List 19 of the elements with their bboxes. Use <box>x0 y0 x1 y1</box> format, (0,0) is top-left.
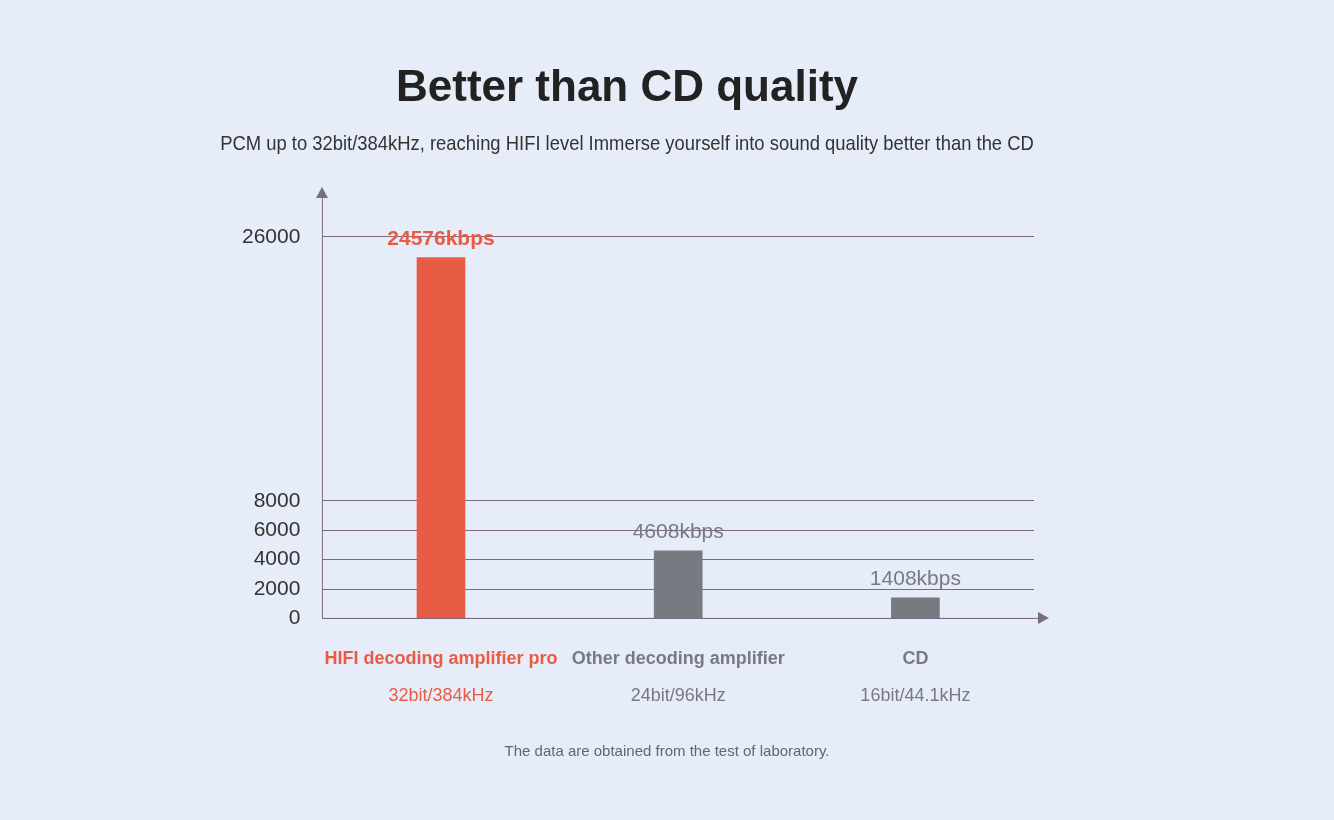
x-tick-label: Other decoding amplifier <box>571 648 785 669</box>
y-tick-label: 2000 <box>253 575 301 599</box>
y-tick-label: 0 <box>288 605 301 629</box>
text: 32bit/384kHz <box>388 685 494 706</box>
bar <box>653 550 703 619</box>
y-tick-label: 6000 <box>253 517 301 541</box>
text: 16bit/44.1kHz <box>860 685 971 706</box>
chart-title: Better than CD quality <box>395 60 859 110</box>
data-label: 1408kbps <box>869 566 961 590</box>
bar <box>891 597 940 619</box>
y-tick-label: 26000 <box>241 223 301 247</box>
text: The data are obtained from the test of laboratory. <box>504 741 830 759</box>
x-tick-label: CD <box>902 648 929 669</box>
text: 24bit/96kHz <box>630 685 726 706</box>
y-tick-label: 4000 <box>253 546 301 570</box>
y-tick-label: 8000 <box>253 487 301 511</box>
x-tick-label: HIFI decoding amplifier pro <box>324 648 558 669</box>
chart-subtitle: PCM up to 32bit/384kHz, reaching HIFI level Immerse yourself into sound quality better than the CD <box>220 132 1034 155</box>
bar <box>416 257 466 619</box>
